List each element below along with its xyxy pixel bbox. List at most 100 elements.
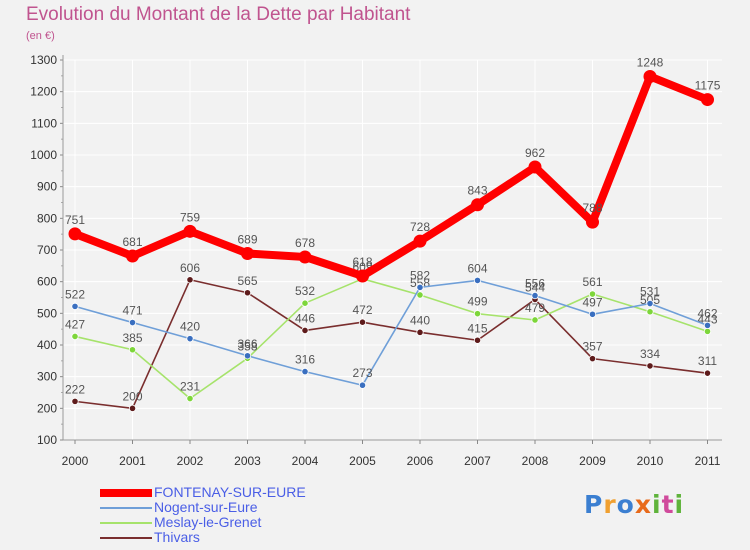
data-label: 751 (65, 213, 85, 227)
data-label: 462 (697, 306, 717, 320)
data-label: 544 (525, 280, 545, 294)
data-label: 561 (582, 275, 602, 289)
logo-letter: i (652, 490, 662, 519)
data-label: 420 (180, 320, 200, 334)
x-tick-label: 2011 (695, 454, 721, 468)
data-label: 618 (352, 255, 372, 269)
series-line-meslay-le-grenet (74, 278, 709, 400)
legend-label: Meslay-le-Grenet (154, 514, 262, 530)
legend-label: FONTENAY-SUR-EURE (154, 484, 306, 500)
x-tick-label: 2003 (234, 454, 261, 468)
data-point (528, 160, 542, 174)
chart-unit-label: (en €) (26, 30, 55, 42)
x-tick-label: 2006 (407, 454, 434, 468)
x-tick-label: 2004 (292, 454, 319, 468)
x-tick-label: 2007 (464, 454, 491, 468)
x-tick-label: 2005 (349, 454, 376, 468)
data-point (531, 291, 539, 300)
data-label: 471 (122, 304, 142, 318)
data-label: 200 (122, 389, 142, 403)
series-line-thivars (74, 278, 709, 410)
data-point (243, 352, 252, 360)
y-tick-label: 1000 (30, 148, 57, 162)
legend-item: Thivars (100, 530, 306, 545)
data-point (301, 326, 309, 335)
logo-letter: i (674, 490, 685, 519)
legend-swatch (100, 536, 152, 539)
data-label: 759 (180, 210, 200, 224)
data-point (301, 367, 309, 376)
logo-letter: P (584, 490, 604, 519)
data-point (531, 316, 539, 324)
y-tick-label: 200 (37, 401, 57, 415)
legend-label: Nogent-sur-Eure (154, 499, 258, 515)
data-label: 565 (237, 274, 257, 288)
legend-item: Nogent-sur-Eure (100, 500, 306, 515)
x-tick-label: 2009 (579, 454, 606, 468)
y-tick-label: 800 (37, 211, 57, 225)
x-tick-label: 2001 (119, 454, 146, 468)
data-point (416, 283, 424, 291)
y-tick-label: 100 (37, 433, 57, 447)
data-label: 497 (582, 295, 602, 309)
data-label: 606 (180, 261, 200, 275)
data-point (71, 332, 79, 341)
data-label: 358 (237, 339, 257, 353)
legend-label: Thivars (154, 529, 200, 545)
data-point (646, 308, 654, 316)
data-point (71, 397, 79, 405)
data-point (71, 302, 79, 310)
data-label: 788 (582, 201, 602, 215)
y-tick-label: 1200 (30, 85, 57, 99)
data-label: 962 (525, 146, 545, 160)
data-point (186, 394, 194, 403)
data-label: 604 (467, 261, 487, 275)
y-tick-label: 400 (37, 338, 57, 352)
data-point (586, 215, 599, 229)
data-point (243, 289, 252, 297)
data-point (703, 327, 712, 335)
data-label: 1175 (695, 79, 721, 93)
data-label: 316 (295, 353, 315, 367)
data-label: 472 (352, 303, 372, 317)
data-label: 311 (698, 354, 717, 368)
data-label: 532 (295, 284, 315, 298)
data-point (473, 336, 482, 344)
data-label: 522 (65, 287, 85, 301)
data-label: 385 (122, 331, 142, 345)
data-label: 427 (65, 317, 85, 331)
data-label: 582 (410, 268, 430, 282)
x-tick-label: 2008 (522, 454, 549, 468)
y-tick-label: 1100 (31, 116, 57, 130)
y-tick-label: 600 (37, 275, 57, 289)
data-label: 843 (467, 184, 487, 198)
series-line-nogent-sur-eure (74, 279, 709, 387)
data-label: 678 (295, 236, 315, 250)
data-label: 357 (582, 340, 602, 354)
data-label: 479 (525, 301, 545, 315)
data-point (128, 404, 137, 412)
data-label: 531 (640, 285, 660, 299)
data-label: 334 (640, 347, 660, 361)
data-point (588, 310, 597, 318)
logo-letter: x (634, 490, 652, 519)
series-line-fontenay-sur-eure (71, 72, 712, 280)
logo-letter: t (661, 490, 675, 519)
data-label: 222 (65, 382, 85, 396)
data-label: 366 (237, 337, 257, 351)
data-point (701, 93, 714, 107)
data-point (473, 310, 482, 318)
data-point (183, 224, 197, 238)
data-point (473, 276, 482, 284)
data-point (241, 246, 254, 260)
legend-item: FONTENAY-SUR-EURE (100, 485, 306, 500)
data-label: 446 (295, 311, 315, 325)
data-label: 415 (467, 321, 487, 335)
data-point (703, 321, 712, 329)
data-point (416, 291, 424, 299)
data-point (471, 198, 484, 212)
data-point (703, 369, 712, 377)
data-point (68, 227, 82, 241)
logo-letter: o (616, 490, 635, 519)
x-tick-label: 2002 (177, 454, 204, 468)
